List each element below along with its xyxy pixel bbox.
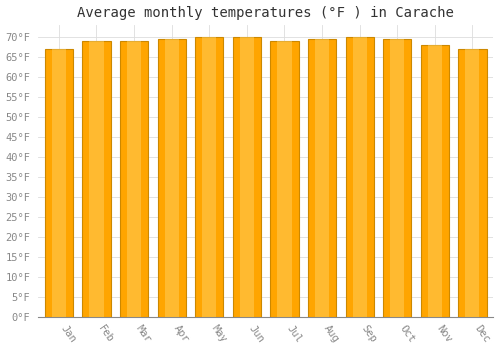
Bar bbox=[458, 49, 486, 317]
Bar bbox=[270, 41, 298, 317]
Bar bbox=[346, 37, 374, 317]
Bar bbox=[390, 39, 404, 317]
Bar bbox=[466, 49, 479, 317]
Bar bbox=[45, 49, 73, 317]
Bar bbox=[158, 39, 186, 317]
Title: Average monthly temperatures (°F ) in Carache: Average monthly temperatures (°F ) in Ca… bbox=[77, 6, 454, 20]
Bar bbox=[278, 41, 291, 317]
Bar bbox=[164, 39, 178, 317]
Bar bbox=[120, 41, 148, 317]
Bar bbox=[82, 41, 110, 317]
Bar bbox=[352, 37, 366, 317]
Bar bbox=[428, 45, 442, 317]
Bar bbox=[127, 41, 141, 317]
Bar bbox=[308, 39, 336, 317]
Bar bbox=[383, 39, 412, 317]
Bar bbox=[90, 41, 104, 317]
Bar bbox=[315, 39, 329, 317]
Bar bbox=[195, 37, 224, 317]
Bar bbox=[240, 37, 254, 317]
Bar bbox=[52, 49, 66, 317]
Bar bbox=[233, 37, 261, 317]
Bar bbox=[420, 45, 449, 317]
Bar bbox=[202, 37, 216, 317]
